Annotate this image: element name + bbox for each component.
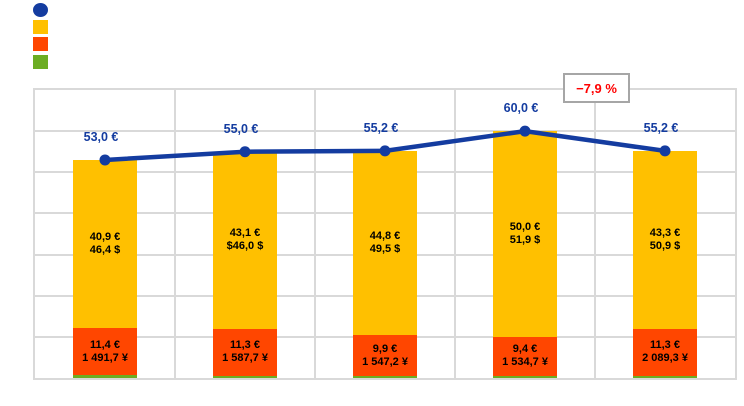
gridline-vertical (454, 90, 456, 378)
bar-label-eur: 11,4 € (90, 338, 120, 351)
bar-label-eur: 43,3 € (649, 226, 681, 239)
change-annotation: −7,9 % (563, 73, 630, 103)
legend-red-marker-icon (33, 37, 48, 51)
bar-label-converted: 1 587,7 ¥ (222, 352, 268, 365)
bar-segment-red: 11,4 €1 491,7 ¥ (73, 328, 137, 376)
bar-label-converted: 50,9 $ (649, 239, 681, 252)
bar-segment-orange: 44,8 €49,5 $ (353, 150, 417, 336)
legend-green-marker-icon (33, 55, 48, 69)
bar-label-converted: $46,0 $ (226, 240, 264, 253)
bar-segment-label: 11,3 €1 587,7 ¥ (222, 339, 268, 365)
gridline-vertical (174, 90, 176, 378)
bar-segment-label: 9,4 €1 534,7 ¥ (502, 343, 548, 369)
legend-line-marker-icon (33, 3, 48, 17)
line-point-label: 55,2 € (363, 120, 399, 135)
bar-label-eur: 43,1 € (229, 227, 261, 240)
bar-segment-red: 9,4 €1 534,7 ¥ (493, 336, 557, 376)
bar-segment-label: 11,4 €1 491,7 ¥ (82, 339, 128, 365)
bar-segment-orange: 43,1 € $46,0 $ (213, 151, 277, 330)
bar-segment-green (633, 375, 697, 378)
bar-segment-orange: 40,9 €46,4 $ (73, 159, 137, 329)
bar-segment-green (213, 375, 277, 378)
gridline-vertical (594, 90, 596, 378)
bar-segment-label: 44,8 €49,5 $ (370, 230, 401, 256)
bar-label-eur: 44,8 € (369, 230, 401, 243)
bar-label-eur: 11,3 € (650, 339, 680, 352)
bar-segment-label: 40,9 €46,4 $ (90, 231, 121, 257)
bar-segment-green (73, 375, 137, 378)
bar-segment-green (353, 375, 417, 378)
line-point-label: 60,0 € (503, 101, 539, 116)
line-point-label: 55,2 € (643, 120, 679, 135)
line-point-label: 55,0 € (223, 121, 259, 136)
bar-label-eur: 9,9 € (372, 342, 398, 355)
bar-label-converted: 2 089,3 ¥ (642, 352, 688, 365)
bar-segment-red: 11,3 €1 587,7 ¥ (213, 329, 277, 376)
bar-label-eur: 40,9 € (89, 231, 121, 244)
bar-label-eur: 50,0 € (509, 221, 541, 233)
bar-label-converted: 51,9 $ (509, 234, 541, 246)
bar-label-eur: 9,4 € (512, 343, 538, 356)
bar-segment-red: 9,9 €1 547,2 ¥ (353, 335, 417, 376)
bar-label-converted: 49,5 $ (369, 243, 401, 256)
bar-segment-orange: 43,3 €50,9 $ (633, 150, 697, 330)
bar-label-converted: 1 491,7 ¥ (82, 351, 128, 364)
bar-segment-label: 43,1 € $46,0 $ (227, 227, 264, 253)
line-point-label: 53,0 € (83, 129, 119, 144)
change-annotation-text: −7,9 % (576, 80, 617, 96)
legend-orange-marker-icon (33, 20, 48, 34)
bar-label-converted: 1 547,2 ¥ (362, 355, 408, 368)
bar-label-eur: 11,3 € (230, 339, 260, 352)
bar-segment-label: 11,3 €2 089,3 ¥ (642, 339, 688, 365)
plot-area: 11,4 €1 491,7 ¥40,9 €46,4 $11,3 €1 587,7… (33, 88, 737, 380)
bar-segment-label: 9,9 €1 547,2 ¥ (362, 343, 408, 369)
bar-segment-red: 11,3 €2 089,3 ¥ (633, 329, 697, 376)
bar-segment-green (493, 375, 557, 378)
bar-label-converted: 1 534,7 ¥ (502, 356, 548, 369)
bar-segment-orange: 50,0 €51,9 $ (493, 131, 557, 337)
gridline-vertical (314, 90, 316, 378)
bar-segment-label: 43,3 €50,9 $ (650, 227, 681, 253)
bar-label-converted: 46,4 $ (89, 244, 121, 257)
bar-segment-label: 50,0 €51,9 $ (510, 221, 541, 247)
